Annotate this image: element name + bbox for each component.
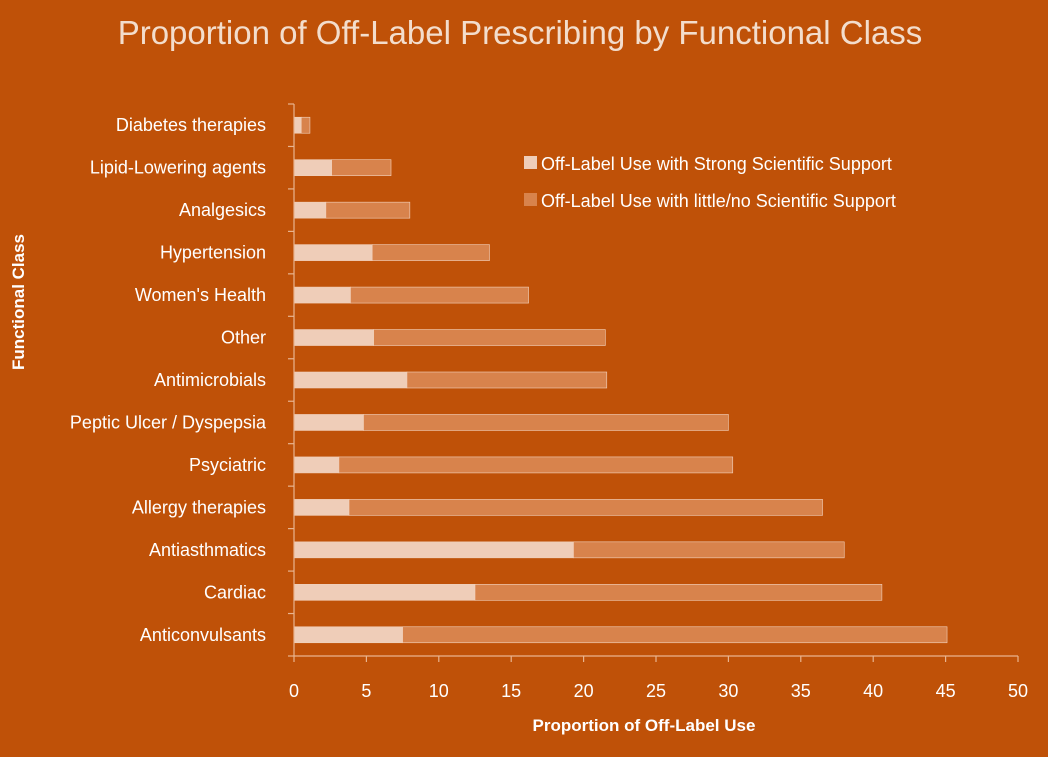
bars-group	[293, 116, 948, 644]
bar-strong-support	[293, 116, 302, 134]
bar-strong-support	[293, 414, 364, 431]
bar-little-support	[348, 499, 823, 516]
bar-little-support	[363, 414, 729, 431]
x-axis-ticks: 0 5 10 15 20 25 30 35 40 45 50	[289, 656, 1028, 701]
bar-strong-support	[293, 159, 332, 176]
bar-little-support	[350, 286, 529, 304]
category-label: Lipid-Lowering agents	[90, 158, 266, 178]
category-label: Anticonvulsants	[140, 625, 266, 645]
category-label: Diabetes therapies	[116, 115, 266, 135]
bar-little-support	[402, 626, 948, 644]
bar-little-support	[373, 329, 606, 346]
y-axis-title: Functional Class	[9, 234, 28, 370]
x-tick-label: 25	[646, 681, 666, 701]
bar-little-support	[300, 116, 311, 134]
bar-strong-support	[293, 584, 476, 601]
category-label: Antimicrobials	[154, 370, 266, 390]
category-label: Other	[221, 328, 266, 348]
legend-swatch-little-support	[524, 193, 537, 206]
x-tick-label: 40	[863, 681, 883, 701]
bar-little-support	[325, 201, 411, 219]
y-axis-ticks	[288, 103, 294, 657]
bar-strong-support	[293, 626, 403, 644]
category-labels: Diabetes therapies Lipid-Lowering agents A…	[70, 115, 267, 645]
bar-strong-support	[293, 286, 351, 304]
category-label: Allergy therapies	[132, 497, 266, 517]
category-label: Cardiac	[204, 582, 266, 602]
bar-strong-support	[293, 371, 408, 389]
bar-little-support	[573, 541, 845, 559]
x-tick-label: 30	[718, 681, 738, 701]
legend-label-strong-support: Off-Label Use with Strong Scientific Sup…	[541, 154, 892, 174]
bar-strong-support	[293, 456, 340, 474]
bar-strong-support	[293, 499, 350, 516]
bar-little-support	[406, 371, 608, 389]
bar-strong-support	[293, 329, 374, 346]
x-tick-label: 20	[574, 681, 594, 701]
x-tick-label: 15	[501, 681, 521, 701]
category-label: Peptic Ulcer / Dyspepsia	[70, 412, 267, 432]
category-label: Psyciatric	[189, 455, 266, 475]
bar-strong-support	[293, 201, 327, 219]
bar-little-support	[331, 159, 392, 176]
category-label: Antiasthmatics	[149, 540, 266, 560]
x-tick-label: 50	[1008, 681, 1028, 701]
category-label: Women's Health	[135, 285, 266, 305]
legend-swatch-strong-support	[524, 156, 537, 169]
chart-title: Proportion of Off-Label Prescribing by F…	[118, 14, 923, 51]
bar-little-support	[338, 456, 734, 474]
bar-strong-support	[293, 541, 574, 559]
x-tick-label: 10	[429, 681, 449, 701]
legend-label-little-support: Off-Label Use with little/no Scientific …	[541, 191, 896, 211]
category-label: Analgesics	[179, 200, 266, 220]
x-tick-label: 45	[936, 681, 956, 701]
category-label: Hypertension	[160, 243, 266, 263]
bar-little-support	[371, 244, 490, 261]
legend: Off-Label Use with Strong Scientific Sup…	[524, 154, 896, 211]
x-tick-label: 0	[289, 681, 299, 701]
x-tick-label: 35	[791, 681, 811, 701]
x-tick-label: 5	[361, 681, 371, 701]
x-axis-title: Proportion of Off-Label Use	[533, 716, 756, 735]
bar-little-support	[474, 584, 883, 601]
bar-strong-support	[293, 244, 373, 261]
